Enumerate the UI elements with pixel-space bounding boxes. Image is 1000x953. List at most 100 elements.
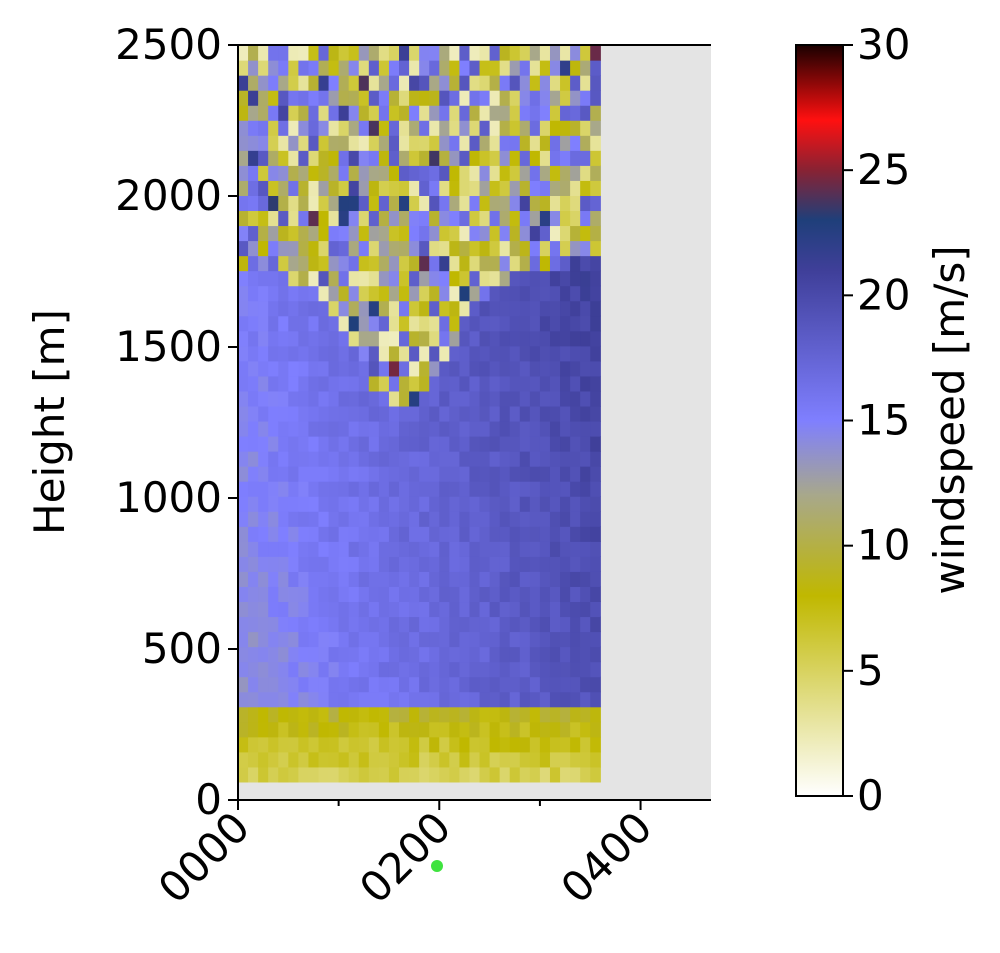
heatmap-cell <box>328 646 340 663</box>
heatmap-cell <box>549 60 561 76</box>
heatmap-cell <box>449 526 460 542</box>
heatmap-cell <box>419 150 430 166</box>
heatmap-cell <box>328 270 340 287</box>
heatmap-cell <box>318 210 330 227</box>
heatmap-cell <box>328 135 340 151</box>
heatmap-cell <box>348 691 360 708</box>
heatmap-cell <box>338 375 350 392</box>
heatmap-cell <box>570 270 581 287</box>
y-tick-label: 0 <box>195 775 222 824</box>
heatmap-cell <box>479 736 491 753</box>
heatmap-cell <box>499 405 511 422</box>
heatmap-cell <box>318 75 330 91</box>
heatmap-cell <box>489 466 501 482</box>
heatmap-cell <box>489 751 501 768</box>
heatmap-cell <box>590 676 601 693</box>
heatmap-cell <box>368 661 380 678</box>
heatmap-cell <box>409 345 420 362</box>
heatmap-cell <box>509 646 521 663</box>
heatmap-cell <box>338 496 350 512</box>
heatmap-cell <box>560 210 571 227</box>
heatmap-cell <box>298 300 310 317</box>
heatmap-cell <box>529 135 541 151</box>
heatmap-cell <box>388 315 400 332</box>
heatmap-cell <box>549 646 561 663</box>
heatmap-cell <box>378 736 390 753</box>
heatmap-cell <box>469 691 481 708</box>
heatmap-cell <box>399 285 410 302</box>
heatmap-cell <box>308 616 320 633</box>
heatmap-cell <box>469 270 481 287</box>
heatmap-cell <box>519 210 531 227</box>
heatmap-cell <box>499 135 511 151</box>
heatmap-cell <box>378 375 390 392</box>
heatmap-cell <box>409 210 420 227</box>
heatmap-cell <box>238 375 249 392</box>
heatmap-cell <box>358 135 370 151</box>
heatmap-cell <box>549 631 561 648</box>
heatmap-cell <box>479 180 491 196</box>
heatmap-cell <box>278 105 289 121</box>
heatmap-cell <box>328 345 340 362</box>
heatmap-cell <box>479 45 491 61</box>
heatmap-cell <box>479 451 491 467</box>
heatmap-cells <box>238 45 601 783</box>
heatmap-cell <box>529 451 541 467</box>
heatmap-cell <box>388 60 400 76</box>
heatmap-cell <box>268 150 279 166</box>
heatmap-cell <box>469 300 481 317</box>
heatmap-cell <box>489 345 501 362</box>
heatmap-cell <box>388 631 400 648</box>
heatmap-cell <box>580 631 591 648</box>
heatmap-cell <box>378 75 390 91</box>
heatmap-cell <box>549 616 561 633</box>
heatmap-cell <box>318 150 330 166</box>
heatmap-cell <box>348 766 360 783</box>
x-axis-ticks: 0000 0200 0400 <box>149 800 662 913</box>
heatmap-cell <box>288 751 299 768</box>
heatmap-cell <box>439 541 450 557</box>
heatmap-cell <box>248 751 259 768</box>
heatmap-cell <box>278 180 289 196</box>
heatmap-cell <box>258 661 269 678</box>
heatmap-cell <box>409 601 420 618</box>
heatmap-cell <box>238 60 249 76</box>
heatmap-cell <box>439 511 450 527</box>
heatmap-cell <box>449 360 460 377</box>
heatmap-cell <box>590 75 601 91</box>
heatmap-cell <box>258 135 269 151</box>
heatmap-cell <box>449 496 460 512</box>
heatmap-cell <box>519 541 531 557</box>
heatmap-cell <box>368 75 380 91</box>
heatmap-cell <box>529 165 541 181</box>
heatmap-cell <box>560 451 571 467</box>
heatmap-cell <box>499 345 511 362</box>
heatmap-cell <box>388 75 400 91</box>
heatmap-cell <box>298 676 310 693</box>
heatmap-cell <box>479 105 491 121</box>
heatmap-cell <box>499 511 511 527</box>
heatmap-cell <box>509 556 521 572</box>
heatmap-cell <box>348 706 360 723</box>
heatmap-cell <box>439 315 450 332</box>
heatmap-cell <box>449 210 460 227</box>
heatmap-cell <box>419 285 430 302</box>
heatmap-cell <box>268 526 279 542</box>
heatmap-cell <box>489 360 501 377</box>
heatmap-cell <box>580 676 591 693</box>
heatmap-cell <box>348 390 360 407</box>
heatmap-cell <box>499 481 511 497</box>
heatmap-cell <box>560 90 571 106</box>
heatmap-cell <box>399 721 410 738</box>
heatmap-cell <box>459 405 471 422</box>
heatmap-cell <box>258 586 269 603</box>
heatmap-cell <box>328 405 340 422</box>
heatmap-cell <box>439 300 450 317</box>
heatmap-cell <box>519 105 531 121</box>
heatmap-cell <box>590 646 601 663</box>
heatmap-cell <box>580 225 591 242</box>
heatmap-cell <box>368 390 380 407</box>
heatmap-cell <box>388 736 400 753</box>
heatmap-cell <box>358 451 370 467</box>
heatmap-cell <box>449 240 460 257</box>
